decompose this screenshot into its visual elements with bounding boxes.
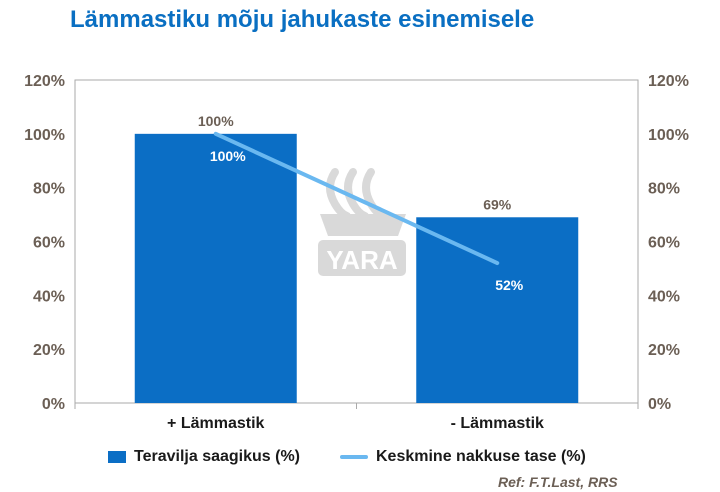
bar [134,133,297,404]
y2-axis-tick-label: 60% [648,235,680,252]
legend-label-line: Keskmine nakkuse tase (%) [376,448,586,465]
legend-item-line: Keskmine nakkuse tase (%) [340,448,586,466]
legend-label-bars: Teravilja saagikus (%) [134,448,300,465]
y-axis-tick-label: 100% [24,127,65,144]
y-axis-tick-label: 80% [33,181,65,198]
line-data-label: 52% [495,277,524,293]
y2-axis-tick-label: 40% [648,288,680,305]
legend-swatch-bar [108,451,126,463]
y-axis-tick-label: 40% [33,288,65,305]
y2-axis-tick-label: 20% [648,342,680,359]
y2-axis-tick-label: 0% [648,396,671,413]
bar-data-label: 69% [483,196,512,212]
y-axis-tick-label: 0% [42,396,65,413]
y2-axis-tick-label: 80% [648,181,680,198]
y2-axis-tick-label: 120% [648,73,689,90]
chart-title: Lämmastiku mõju jahukaste esinemisele [70,6,535,33]
legend: Teravilja saagikus (%) Keskmine nakkuse … [108,448,586,466]
legend-item-bars: Teravilja saagikus (%) [108,448,300,466]
legend-swatch-line [340,455,368,459]
y-axis-tick-label: 120% [24,73,65,90]
line-series [213,131,500,266]
y2-axis-tick-label: 100% [648,127,689,144]
x-axis-category-label: - Lämmastik [451,415,544,432]
watermark-plate [318,240,406,276]
y-axis-tick-label: 20% [33,342,65,359]
x-axis-category-label: + Lämmastik [167,415,264,432]
bar-data-label: 100% [198,113,234,129]
line-data-label: 100% [210,148,246,164]
bar [416,217,579,403]
watermark-text: YARA [326,245,398,275]
watermark-ship [320,214,406,236]
reference-note: Ref: F.T.Last, RRS [498,474,618,490]
y-axis-tick-label: 60% [33,235,65,252]
